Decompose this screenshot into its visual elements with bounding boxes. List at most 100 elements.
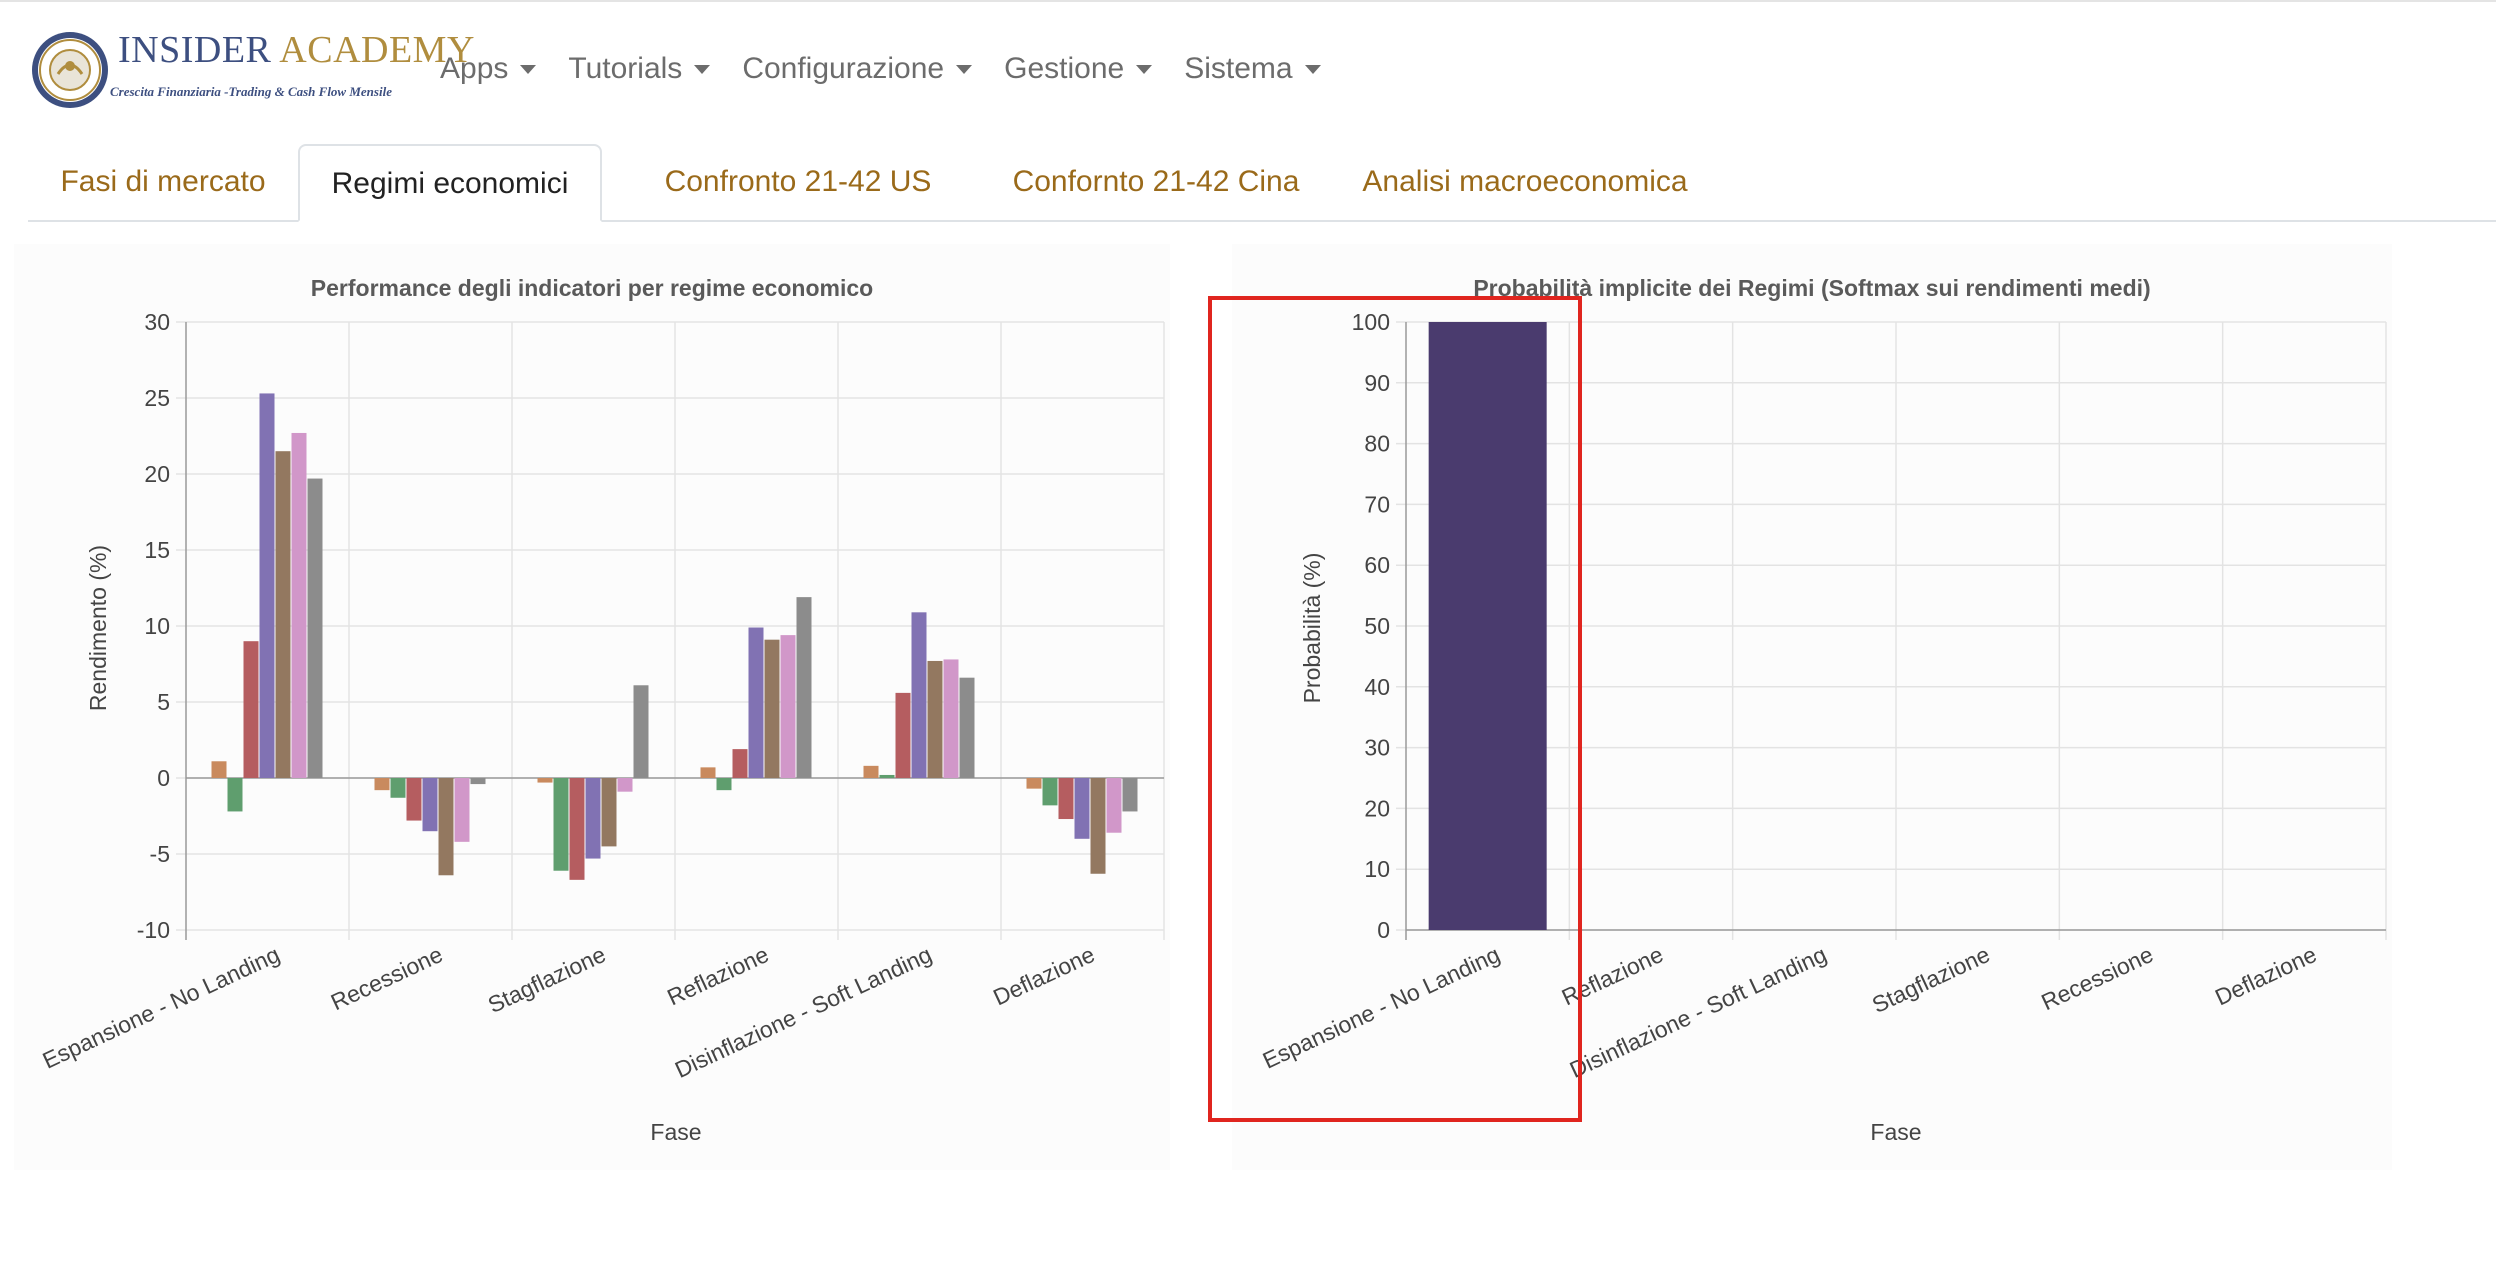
navbar: INSIDER ACADEMY Crescita Finanziaria -Tr… (0, 0, 2496, 140)
caret-down-icon (694, 64, 711, 74)
performance-chart: Performance degli indicatori per regime … (39, 275, 1165, 1145)
bar (422, 778, 438, 832)
chart-title: Performance degli indicatori per regime … (311, 275, 873, 301)
bar (259, 393, 275, 778)
x-axis-label: Fase (650, 1119, 701, 1145)
y-tick-label: 5 (157, 689, 170, 715)
y-tick-label: 30 (144, 309, 170, 335)
x-tick-label: Deflazione (989, 941, 1098, 1010)
performance-chart-panel: Performance degli indicatori per regime … (14, 244, 1170, 1170)
x-tick-label: Reflazione (663, 941, 772, 1010)
bar (764, 639, 780, 778)
nav-item-configurazione[interactable]: Configurazione (742, 52, 973, 86)
x-tick-label: Espansione - No Landing (39, 941, 284, 1074)
caret-down-icon (956, 64, 973, 74)
bar (1074, 778, 1090, 839)
caret-down-icon (520, 64, 537, 74)
y-tick-label: 20 (144, 461, 170, 487)
y-tick-label: 15 (144, 537, 170, 563)
y-tick-label: 60 (1364, 552, 1390, 578)
bar (438, 778, 454, 876)
bar (879, 774, 895, 778)
nav-item-tutorials[interactable]: Tutorials (568, 52, 711, 86)
y-tick-label: -10 (137, 917, 170, 943)
bar (307, 478, 323, 778)
brand-title: INSIDER ACADEMY (118, 28, 475, 72)
x-tick-label: Reflazione (1558, 941, 1667, 1010)
brand-name-part1: INSIDER (118, 29, 272, 71)
x-tick-label: Recessione (327, 941, 447, 1015)
y-tick-label: 10 (144, 613, 170, 639)
bar (1090, 778, 1106, 874)
bar (537, 778, 553, 783)
bar (374, 778, 390, 791)
bar (748, 627, 764, 778)
bar (470, 778, 486, 785)
y-tick-label: 0 (157, 765, 170, 791)
x-tick-label: Disinflazione - Soft Landing (671, 941, 936, 1083)
bar (1026, 778, 1042, 789)
y-tick-label: 30 (1364, 735, 1390, 761)
bar (1058, 778, 1074, 820)
y-tick-label: 100 (1352, 309, 1390, 335)
bar (959, 677, 975, 778)
y-tick-label: -5 (150, 841, 170, 867)
bar (943, 659, 959, 778)
brand-tagline: Crescita Finanziaria -Trading & Cash Flo… (110, 84, 392, 99)
x-tick-label: Disinflazione - Soft Landing (1566, 941, 1831, 1083)
tab-confronto-us[interactable]: Confronto 21-42 US (664, 165, 932, 198)
tab-confronto-cina[interactable]: Confornto 21-42 Cina (1012, 165, 1300, 198)
bar (927, 660, 943, 778)
bar (796, 597, 812, 778)
bar (211, 761, 227, 778)
probability-chart-panel: Probabilità implicite dei Regimi (Softma… (1232, 244, 2392, 1170)
tab-bar: Fasi di mercato Regimi economici Confron… (28, 144, 2496, 222)
bar (291, 432, 307, 778)
tab-fasi-di-mercato[interactable]: Fasi di mercato (60, 165, 266, 198)
bar (390, 778, 406, 798)
nav-item-sistema[interactable]: Sistema (1184, 52, 1321, 86)
bar (1122, 778, 1138, 812)
nav-item-apps[interactable]: Apps (440, 52, 537, 86)
bar (569, 778, 585, 880)
y-axis-label: Probabilità (%) (1299, 553, 1325, 704)
bar (1428, 322, 1547, 930)
bar (780, 635, 796, 778)
bar (454, 778, 470, 842)
bar (633, 685, 649, 778)
bar (732, 749, 748, 778)
x-tick-label: Recessione (2037, 941, 2157, 1015)
bar (406, 778, 422, 821)
y-tick-label: 70 (1364, 491, 1390, 517)
bar (601, 778, 617, 847)
y-tick-label: 80 (1364, 431, 1390, 457)
tab-regimi-economici[interactable]: Regimi economici (298, 144, 602, 222)
bar (227, 778, 243, 812)
bar (585, 778, 601, 859)
y-tick-label: 90 (1364, 370, 1390, 396)
nav-item-label: Sistema (1184, 52, 1293, 85)
y-tick-label: 0 (1377, 917, 1390, 943)
nav-item-label: Gestione (1004, 52, 1125, 85)
y-tick-label: 25 (144, 385, 170, 411)
bar (1106, 778, 1122, 833)
y-tick-label: 20 (1364, 795, 1390, 821)
main-menu: Apps Tutorials Configurazione Gestione S… (440, 52, 1353, 86)
bar (275, 451, 291, 778)
bar (716, 778, 732, 791)
brand-logo[interactable]: INSIDER ACADEMY Crescita Finanziaria -Tr… (30, 26, 474, 114)
nav-item-gestione[interactable]: Gestione (1004, 52, 1153, 86)
x-tick-label: Deflazione (2211, 941, 2320, 1010)
x-tick-label: Espansione - No Landing (1259, 941, 1504, 1074)
nav-item-label: Configurazione (742, 52, 945, 85)
bar (895, 692, 911, 778)
bar (1042, 778, 1058, 806)
chart-title: Probabilità implicite dei Regimi (Softma… (1473, 275, 2150, 301)
academy-seal-icon (32, 32, 108, 108)
bar (243, 641, 259, 778)
y-tick-label: 40 (1364, 674, 1390, 700)
bar (863, 765, 879, 778)
tab-analisi-macroeconomica[interactable]: Analisi macroeconomica (1362, 165, 1688, 198)
top-border (0, 0, 2496, 2)
brand-name-part2: ACADEMY (279, 29, 475, 71)
